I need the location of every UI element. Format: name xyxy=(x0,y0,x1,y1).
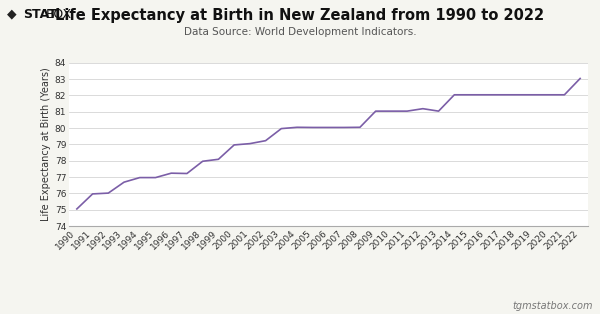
Text: Data Source: World Development Indicators.: Data Source: World Development Indicator… xyxy=(184,27,416,37)
Text: Life Expectancy at Birth in New Zealand from 1990 to 2022: Life Expectancy at Birth in New Zealand … xyxy=(55,8,545,23)
Text: BOX: BOX xyxy=(46,8,72,21)
Text: tgmstatbox.com: tgmstatbox.com xyxy=(512,301,593,311)
Text: STAT: STAT xyxy=(23,8,56,21)
Y-axis label: Life Expectancy at Birth (Years): Life Expectancy at Birth (Years) xyxy=(41,68,50,221)
Text: ◆: ◆ xyxy=(7,8,17,21)
